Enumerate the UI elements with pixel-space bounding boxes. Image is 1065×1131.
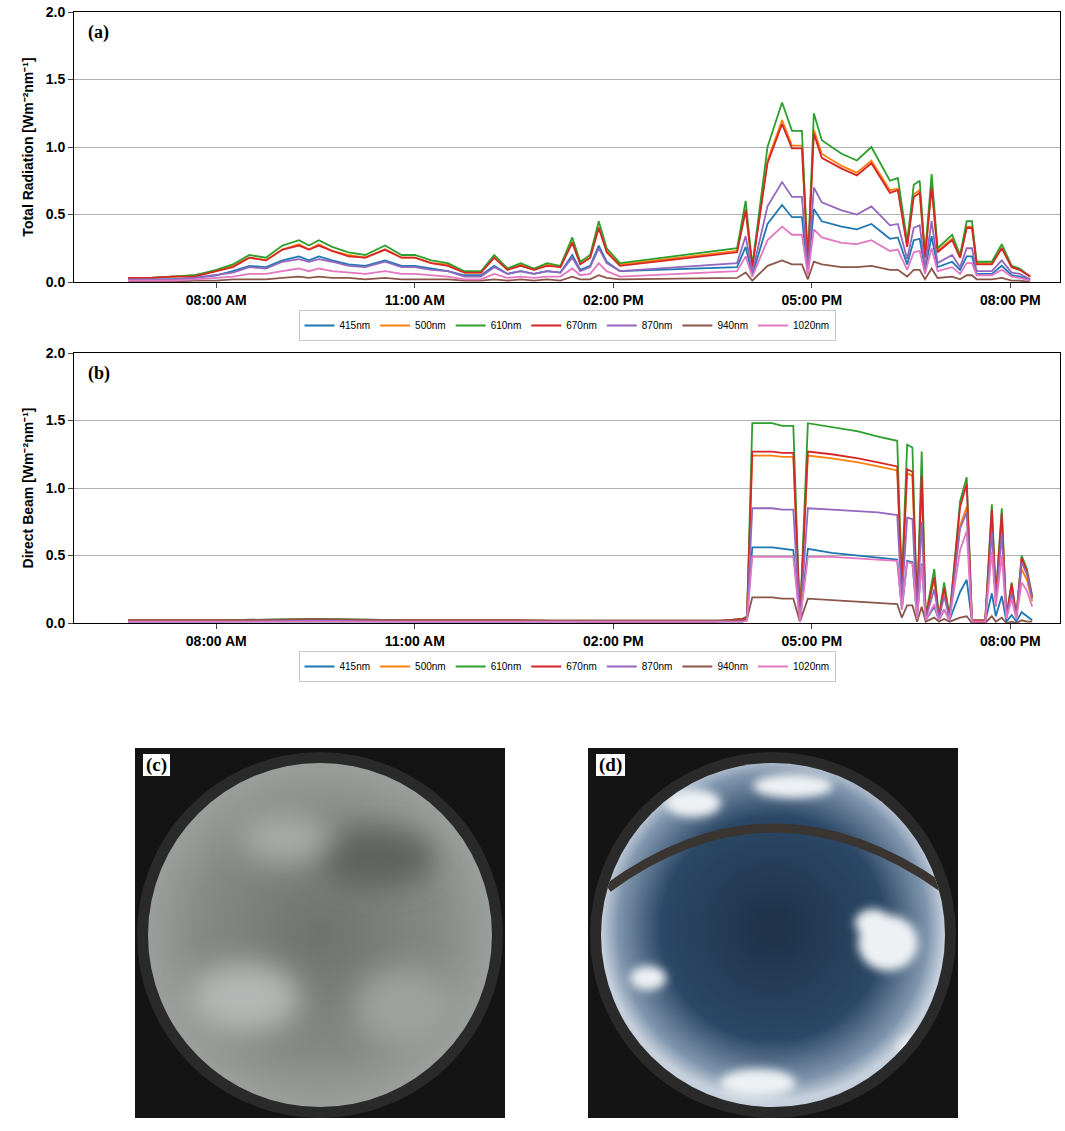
html-text:(c): (c) <box>146 754 168 775</box>
svg-text:11:00 AM: 11:00 AM <box>385 633 445 649</box>
svg-text:0.0: 0.0 <box>46 274 66 290</box>
svg-text:08:00 PM: 08:00 PM <box>980 292 1041 308</box>
svg-text:870nm: 870nm <box>642 661 673 672</box>
svg-text:0.5: 0.5 <box>46 547 66 563</box>
svg-text:05:00 PM: 05:00 PM <box>781 292 842 308</box>
svg-text:2.0: 2.0 <box>46 345 66 361</box>
svg-text:1.0: 1.0 <box>46 480 66 496</box>
svg-text:02:00 PM: 02:00 PM <box>583 633 644 649</box>
svg-text:940nm: 940nm <box>717 320 748 331</box>
svg-text:0.0: 0.0 <box>46 615 66 631</box>
html-text:(d): (d) <box>599 754 623 775</box>
svg-text:05:00 PM: 05:00 PM <box>781 633 842 649</box>
svg-text:0.5: 0.5 <box>46 206 66 222</box>
svg-text:Total Radiation [Wm⁻²nm⁻¹]: Total Radiation [Wm⁻²nm⁻¹] <box>20 57 36 236</box>
svg-text:1020nm: 1020nm <box>793 320 829 331</box>
svg-text:11:00 AM: 11:00 AM <box>385 292 445 308</box>
svg-text:08:00 AM: 08:00 AM <box>186 633 247 649</box>
svg-text:1.0: 1.0 <box>46 139 66 155</box>
svg-text:2.0: 2.0 <box>46 4 66 20</box>
svg-text:08:00 PM: 08:00 PM <box>980 633 1041 649</box>
svg-text:500nm: 500nm <box>415 320 446 331</box>
svg-text:1.5: 1.5 <box>46 412 66 428</box>
svg-text:940nm: 940nm <box>717 661 748 672</box>
svg-text:610nm: 610nm <box>491 320 522 331</box>
svg-text:08:00 AM: 08:00 AM <box>186 292 247 308</box>
svg-text:670nm: 670nm <box>566 320 597 331</box>
svg-text:1.5: 1.5 <box>46 71 66 87</box>
svg-text:870nm: 870nm <box>642 320 673 331</box>
svg-text:1020nm: 1020nm <box>793 661 829 672</box>
svg-text:415nm: 415nm <box>340 320 371 331</box>
svg-text:670nm: 670nm <box>566 661 597 672</box>
svg-text:02:00 PM: 02:00 PM <box>583 292 644 308</box>
svg-text:(a): (a) <box>88 22 109 43</box>
svg-text:415nm: 415nm <box>340 661 371 672</box>
svg-text:(b): (b) <box>88 363 110 384</box>
svg-text:610nm: 610nm <box>491 661 522 672</box>
svg-text:Direct Beam [Wm⁻²nm⁻¹]: Direct Beam [Wm⁻²nm⁻¹] <box>20 408 36 569</box>
svg-text:500nm: 500nm <box>415 661 446 672</box>
